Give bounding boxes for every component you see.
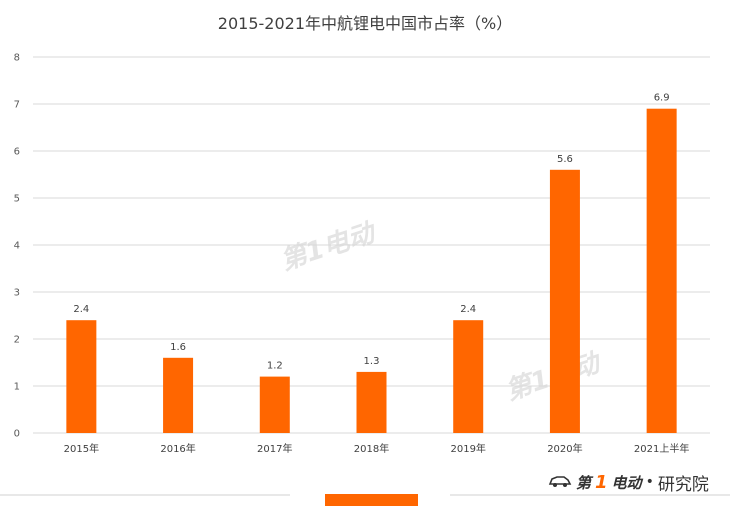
bar	[163, 357, 194, 433]
data-label: 2.4	[73, 304, 89, 315]
x-tick-label: 2015年	[64, 442, 99, 455]
strip-divider-left	[0, 494, 290, 496]
y-tick-label: 7	[14, 100, 20, 111]
y-axis-ticks: 0 1 2 3 4 5 6 7 8	[14, 53, 20, 440]
x-tick-label: 2020年	[547, 442, 582, 455]
bars	[66, 108, 677, 434]
bar	[453, 320, 484, 433]
brand-logo-text: 第	[576, 473, 592, 492]
x-tick-label: 2019年	[450, 442, 485, 455]
data-labels: 2.4 1.6 1.2 1.3 2.4 5.6 6.9	[73, 93, 669, 372]
data-label: 5.6	[557, 154, 573, 165]
x-tick-label: 2017年	[257, 442, 292, 455]
y-tick-label: 8	[14, 53, 20, 64]
gridlines	[33, 56, 710, 434]
watermark-text: 第1电动	[277, 217, 381, 276]
y-tick-label: 6	[14, 147, 20, 158]
brand-separator-dot: •	[645, 474, 654, 490]
y-tick-label: 0	[14, 429, 20, 440]
x-axis-categories: 2015年 2016年 2017年 2018年 2019年 2020年 2021上半年	[64, 442, 690, 455]
data-label: 1.6	[170, 342, 186, 353]
brand-name: 研究院	[657, 474, 709, 495]
bottom-strip	[0, 494, 730, 510]
bar	[549, 169, 580, 434]
brand-logo: 第 1 电动 • 研究院	[548, 470, 709, 495]
x-tick-label: 2016年	[160, 442, 195, 455]
x-tick-label: 2021上半年	[634, 442, 689, 455]
data-label: 1.2	[267, 361, 283, 372]
car-icon	[548, 473, 572, 492]
data-label: 2.4	[460, 304, 476, 315]
bar	[356, 371, 387, 433]
brand-logo-number: 1	[595, 471, 608, 493]
bar	[259, 376, 290, 433]
x-tick-label: 2018年	[354, 442, 389, 455]
strip-divider-right	[450, 494, 730, 496]
y-tick-label: 1	[14, 382, 20, 393]
y-tick-label: 3	[14, 288, 20, 299]
data-label: 6.9	[654, 93, 670, 104]
brand-logo-text-2: 电动	[611, 473, 642, 492]
bar	[66, 320, 97, 433]
chart-title: 2015-2021年中航锂电中国市占率（%）	[217, 14, 513, 33]
y-tick-label: 4	[14, 241, 20, 252]
bar	[646, 108, 677, 433]
strip-accent-bar	[325, 494, 418, 506]
y-tick-label: 2	[14, 335, 20, 346]
y-tick-label: 5	[14, 194, 20, 205]
data-label: 1.3	[364, 356, 380, 367]
